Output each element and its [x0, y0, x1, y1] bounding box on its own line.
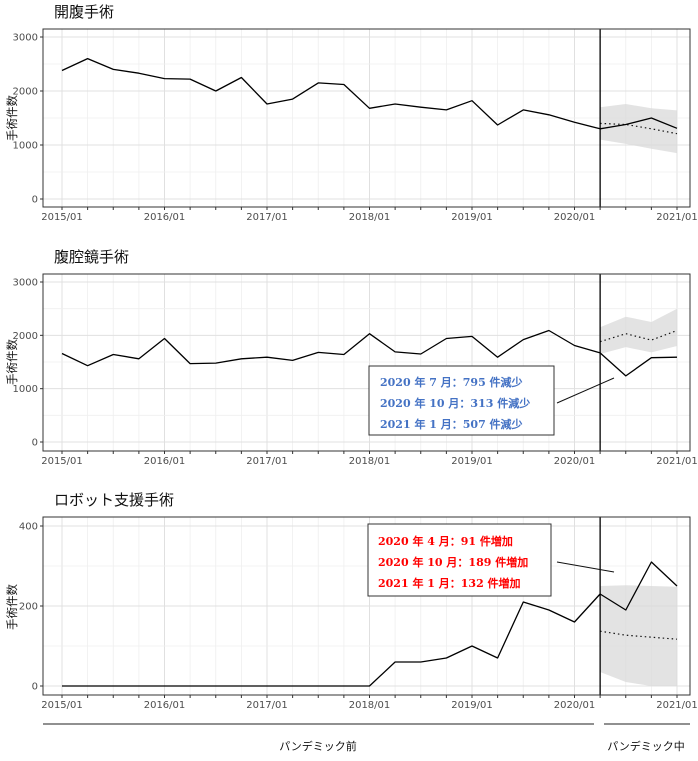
- x-tick-label: 2019/01: [451, 456, 493, 467]
- y-axis-title: 手術件数: [5, 339, 19, 385]
- x-tick-label: 2020/01: [554, 456, 596, 467]
- annotation-frame: [368, 365, 555, 436]
- annotation-box: 2020 年 7 月：795 件減少 2020 年 10 月：313 件減少 2…: [368, 365, 615, 436]
- plot-background: [43, 274, 690, 451]
- plot-area: 0 200 400 2015/01 2016/01 2017/01 2018/01 2019/…: [19, 516, 698, 711]
- x-tick-label: 2021/01: [656, 212, 698, 223]
- x-tick-label: 2016/01: [144, 212, 186, 223]
- x-tick-label: 2019/01: [451, 700, 493, 711]
- y-tick-label: 3000: [13, 278, 38, 289]
- observed-line: [61, 329, 678, 377]
- period-label-before: パンデミック前: [279, 739, 357, 753]
- confidence-band: [600, 308, 677, 354]
- annotation-box: 2020 年 4 月：91 件増加 2020 年 10 月：189 件増加 20…: [367, 523, 615, 597]
- annotation-line: 2021 年 1 月：507 件減少: [380, 417, 523, 431]
- x-tick-label: 2020/01: [554, 700, 596, 711]
- annotation-line: 2020 年 10 月：313 件減少: [380, 396, 530, 410]
- annotation-leader: [556, 377, 615, 404]
- panel-title: 腹腔鏡手術: [54, 248, 129, 266]
- x-tick-label: 2015/01: [41, 212, 83, 223]
- panel-open-surgery: 開腹手術 手術件数 0 1000 2000 3000 2015/01 2016/01 201…: [5, 3, 698, 223]
- panel-border: [42, 28, 691, 208]
- x-tick-label: 2018/01: [349, 212, 391, 223]
- annotation-line: 2020 年 7 月：795 件減少: [380, 375, 523, 389]
- x-tick-label: 2019/01: [451, 212, 493, 223]
- annotation-line: 2021 年 1 月：132 件増加: [378, 576, 521, 590]
- annotation-line: 2020 年 10 月：189 件増加: [378, 555, 528, 569]
- y-tick-label: 3000: [13, 33, 38, 44]
- panel-border: [42, 273, 691, 452]
- x-tick-label: 2015/01: [41, 700, 83, 711]
- y-tick-label: 200: [19, 602, 38, 613]
- confidence-band: [600, 104, 677, 154]
- x-tick-label: 2021/01: [656, 700, 698, 711]
- y-tick-label: 400: [19, 522, 38, 533]
- y-axis-title: 手術件数: [5, 95, 19, 141]
- y-tick-label: 0: [32, 682, 38, 693]
- x-tick-label: 2015/01: [41, 456, 83, 467]
- x-tick-label: 2018/01: [349, 456, 391, 467]
- x-tick-label: 2021/01: [656, 456, 698, 467]
- observed-line: [62, 561, 678, 687]
- x-tick-label: 2017/01: [246, 456, 288, 467]
- x-tick-label: 2017/01: [246, 212, 288, 223]
- y-tick-label: 0: [32, 438, 38, 449]
- confidence-band: [600, 585, 677, 686]
- period-label-during: パンデミック中: [607, 739, 685, 753]
- y-tick-label: 2000: [13, 331, 38, 342]
- y-tick-label: 1000: [13, 384, 38, 395]
- x-tick-label: 2016/01: [144, 456, 186, 467]
- y-tick-label: 2000: [13, 87, 38, 98]
- x-tick-label: 2018/01: [349, 700, 391, 711]
- annotation-leader: [556, 561, 615, 573]
- annotation-line: 2020 年 4 月：91 件増加: [378, 534, 513, 548]
- annotation-frame: [367, 523, 552, 597]
- x-tick-label: 2016/01: [144, 700, 186, 711]
- plot-area: 0 1000 2000 3000 2015/01 2016/01 2017/01 2018/0…: [13, 273, 698, 467]
- observed-line: [61, 57, 678, 130]
- period-labels: パンデミック前 パンデミック中: [43, 723, 690, 753]
- x-tick-label: 2017/01: [246, 700, 288, 711]
- plot-area: 0 1000 2000 3000 2015/01 2016/01 2017/01 2018/0…: [13, 28, 698, 223]
- y-tick-label: 1000: [13, 141, 38, 152]
- y-tick-label: 0: [32, 195, 38, 206]
- panel-laparoscopic-surgery: 腹腔鏡手術 手術件数 0 1000 2000 3000 2015/01 2016/01 20…: [5, 248, 698, 467]
- y-axis-title: 手術件数: [5, 584, 19, 630]
- x-tick-label: 2020/01: [554, 212, 596, 223]
- panel-robotic-surgery: ロボット支援手術 手術件数 0 200 400 2015/01 2016/01 2017/…: [5, 491, 698, 711]
- panel-title: 開腹手術: [54, 3, 114, 21]
- panel-title: ロボット支援手術: [54, 491, 174, 509]
